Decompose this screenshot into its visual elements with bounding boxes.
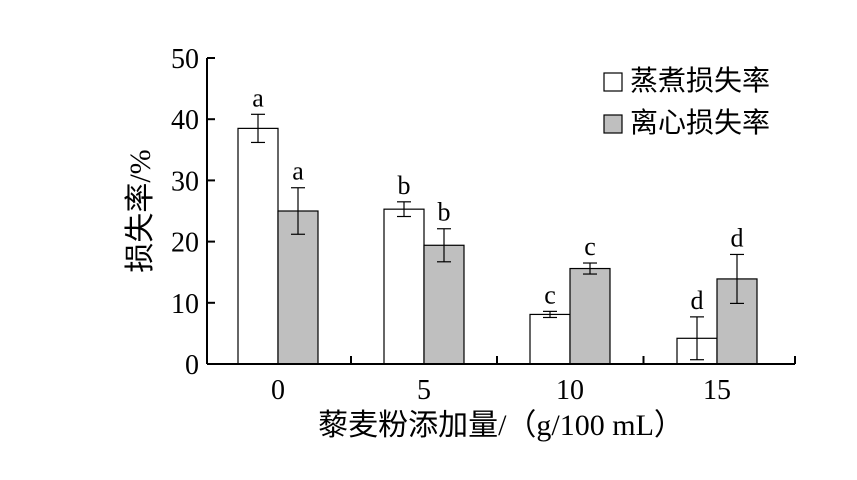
significance-label: d [731, 223, 744, 252]
legend-label: 离心损失率 [630, 107, 770, 139]
legend-swatch [603, 114, 623, 134]
y-axis-ticks: 0 10 20 30 40 50 [171, 44, 215, 381]
bar-cooking-loss [529, 313, 571, 365]
significance-label: c [544, 280, 556, 309]
y-tick-label: 20 [171, 228, 199, 259]
significance-label: d [691, 286, 704, 315]
x-axis-title: 藜麦粉添加量/（g/100 mL） [318, 409, 684, 442]
y-tick-label: 0 [185, 350, 199, 381]
significance-label: c [584, 232, 596, 261]
x-tick-label: 5 [417, 375, 431, 406]
significance-label: b [438, 198, 451, 227]
x-tick-label: 0 [271, 375, 285, 406]
y-tick-label: 50 [171, 44, 199, 75]
x-axis-ticks: 0 5 10 15 [206, 356, 796, 406]
legend-swatch [603, 72, 623, 92]
significance-label: a [292, 157, 304, 186]
y-tick-label: 40 [171, 105, 199, 136]
bar-cooking-loss [383, 208, 425, 365]
x-tick-label: 15 [703, 375, 731, 406]
x-tick-label: 10 [556, 375, 584, 406]
y-tick-label: 30 [171, 166, 199, 197]
legend-label: 蒸煮损失率 [630, 65, 770, 97]
y-tick-label: 10 [171, 289, 199, 320]
bar-centrifugal-loss [569, 267, 611, 365]
bar-centrifugal-loss [277, 210, 319, 365]
significance-label: a [252, 83, 264, 112]
significance-label: b [398, 171, 411, 200]
bar-centrifugal-loss [423, 244, 465, 365]
bar-cooking-loss [237, 127, 279, 365]
y-axis-title: 损失率/% [124, 149, 157, 272]
plot-area: a a bb cc d d [237, 83, 758, 365]
